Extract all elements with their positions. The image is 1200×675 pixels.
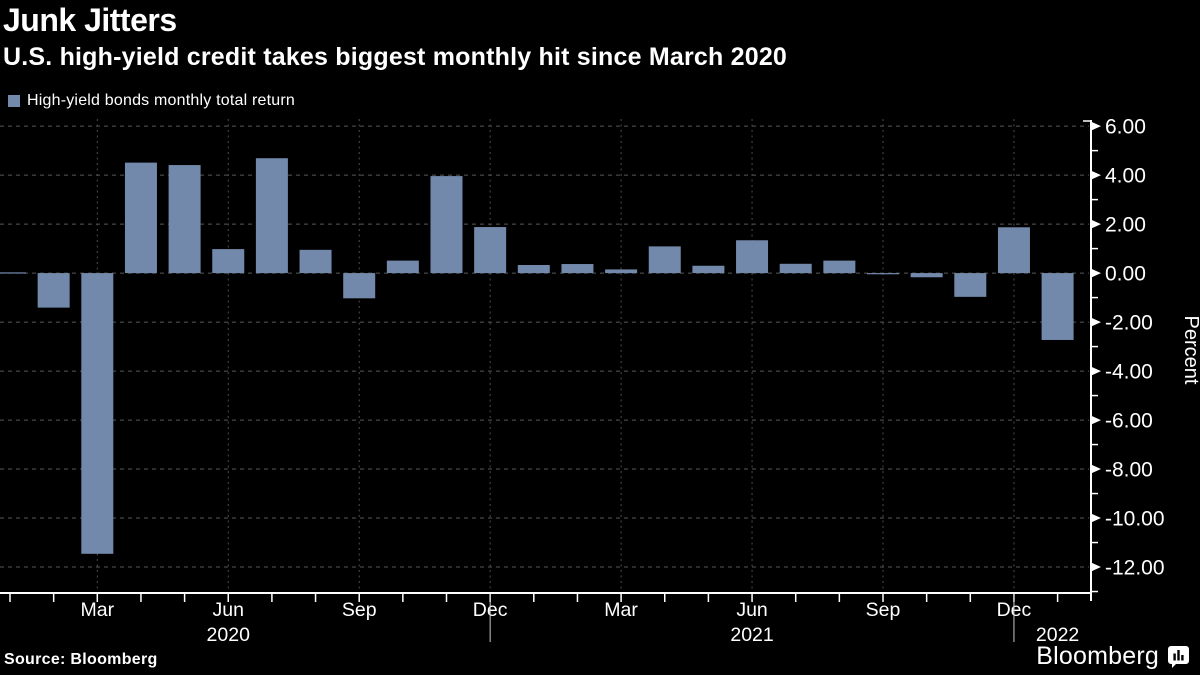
bar bbox=[255, 158, 288, 274]
bar bbox=[997, 227, 1030, 274]
x-tick-labels: Mar Jun Sep Dec Mar Jun Sep Dec bbox=[81, 599, 1032, 621]
brand-name: Bloomberg bbox=[1036, 642, 1159, 670]
bar bbox=[867, 273, 899, 275]
y-axis-title: Percent bbox=[1180, 316, 1200, 385]
source-label: Source: Bloomberg bbox=[4, 651, 158, 668]
bar bbox=[430, 176, 463, 274]
y-tick-label: -2.00 bbox=[1105, 312, 1153, 335]
bar bbox=[299, 249, 332, 274]
bar bbox=[605, 269, 638, 274]
legend-label: High-yield bonds monthly total return bbox=[27, 92, 295, 109]
bar bbox=[168, 165, 201, 274]
bar bbox=[692, 265, 725, 274]
chart-title: Junk Jitters bbox=[3, 2, 177, 38]
y-tick-label: -4.00 bbox=[1105, 361, 1153, 384]
bar bbox=[474, 227, 507, 274]
year-labels: 2020 2021 2022 bbox=[207, 624, 1080, 646]
bar bbox=[517, 265, 550, 274]
brand-logo: Bloomberg bbox=[1036, 642, 1190, 671]
y-tick-label: 0.00 bbox=[1105, 263, 1146, 286]
bar bbox=[37, 273, 70, 308]
v-gridlines bbox=[96, 119, 1015, 592]
year-label: 2020 bbox=[207, 624, 251, 646]
bar bbox=[212, 249, 245, 274]
y-tick-label: 2.00 bbox=[1105, 214, 1146, 237]
y-tick-label: -6.00 bbox=[1105, 410, 1153, 433]
bar bbox=[736, 240, 769, 274]
bar bbox=[648, 246, 681, 274]
legend: High-yield bonds monthly total return bbox=[8, 92, 295, 110]
year-separators bbox=[489, 594, 1015, 642]
bloomberg-mark-icon bbox=[1168, 646, 1189, 668]
y-tick-labels: 6.00 4.00 2.00 0.00 -2.00 -4.00 -6.00 -8.00 -10.… bbox=[1105, 116, 1165, 580]
bar bbox=[0, 272, 26, 274]
y-tick-label: 6.00 bbox=[1105, 116, 1146, 139]
y-tick-label: -12.00 bbox=[1105, 557, 1165, 580]
bar bbox=[343, 273, 376, 299]
year-label: 2022 bbox=[1036, 624, 1079, 646]
y-tick-label: -8.00 bbox=[1105, 459, 1153, 482]
bar bbox=[386, 260, 419, 274]
bar bbox=[823, 260, 856, 274]
bar bbox=[561, 264, 594, 274]
y-tick-label: 4.00 bbox=[1105, 165, 1146, 188]
x-tick-label: Jun bbox=[213, 599, 244, 621]
bar bbox=[81, 273, 114, 554]
x-tick-label: Mar bbox=[81, 599, 115, 621]
h-gridlines bbox=[0, 125, 1089, 568]
x-tick-label: Mar bbox=[604, 599, 638, 621]
chart-subtitle: U.S. high-yield credit takes biggest mon… bbox=[3, 43, 788, 71]
x-tick-label: Sep bbox=[866, 599, 901, 621]
x-tick-label: Jun bbox=[736, 599, 767, 621]
legend-swatch-icon bbox=[8, 95, 20, 107]
bar bbox=[1041, 273, 1074, 340]
axes bbox=[0, 120, 1101, 602]
x-tick-label: Sep bbox=[342, 599, 377, 621]
bar bbox=[124, 162, 157, 274]
bars bbox=[0, 158, 1074, 554]
year-label: 2021 bbox=[730, 624, 773, 646]
bar bbox=[779, 263, 812, 274]
y-tick-label: -10.00 bbox=[1105, 508, 1165, 531]
bar bbox=[954, 273, 987, 297]
bar bbox=[910, 273, 943, 278]
